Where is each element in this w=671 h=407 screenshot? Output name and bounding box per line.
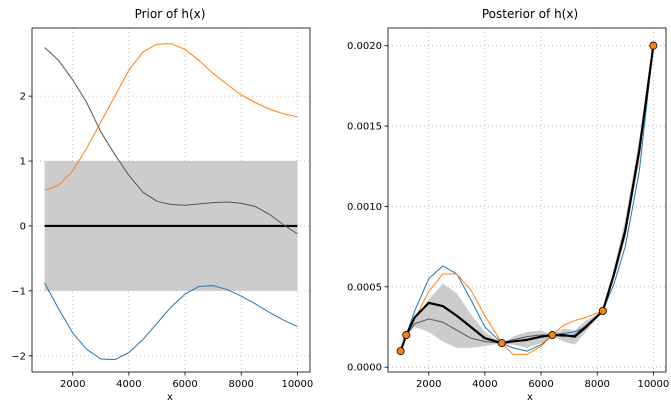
posterior-y-tick-label: 0.0015 <box>347 122 382 133</box>
posterior-observation-point <box>497 339 506 348</box>
posterior-x-tick-label: 4000 <box>472 379 497 390</box>
posterior-title: Posterior of h(x) <box>482 7 578 21</box>
posterior-plot-area <box>399 45 655 355</box>
posterior-observation-point <box>548 331 557 340</box>
posterior-x-tick-label: 6000 <box>528 379 553 390</box>
posterior-mean-line-3 <box>399 45 655 352</box>
prior-x-tick-label: 10000 <box>281 379 313 390</box>
prior-x-tick-label: 6000 <box>172 379 197 390</box>
prior-y-tick-label: 0 <box>20 221 26 232</box>
posterior-observation-point <box>396 347 405 356</box>
posterior-y-tick-label: 0.0020 <box>347 41 382 52</box>
prior-y-tick-label: −1 <box>11 286 26 297</box>
posterior-panel: Posterior of h(x) x 2000 4000 6000 8000 1000… <box>347 7 669 403</box>
posterior-y-tick-label: 0.0000 <box>347 363 382 374</box>
posterior-x-tick-label: 2000 <box>416 379 441 390</box>
prior-x-tick-label: 4000 <box>116 379 141 390</box>
prior-x-axis-label: x <box>167 392 173 403</box>
posterior-y-tick-label: 0.0005 <box>347 282 382 293</box>
prior-y-tick-label: 1 <box>20 157 26 168</box>
posterior-x-tick-label: 10000 <box>637 379 669 390</box>
prior-x-tick-label: 8000 <box>228 379 253 390</box>
prior-axes-frame <box>31 27 311 373</box>
posterior-observation-point <box>649 41 658 50</box>
prior-sample-line-2 <box>44 47 298 235</box>
prior-sample-line-1 <box>44 43 298 191</box>
posterior-y-tick-label: 0.0010 <box>347 202 382 213</box>
prior-plot-area <box>44 43 298 361</box>
posterior-x-tick-label: 8000 <box>584 379 609 390</box>
prior-title: Prior of h(x) <box>135 7 206 21</box>
posterior-observation-point <box>598 306 607 315</box>
posterior-x-axis-label: x <box>527 392 533 403</box>
posterior-sample-line-0 <box>400 45 654 352</box>
posterior-observation-point <box>402 331 411 340</box>
posterior-confidence-band <box>400 45 654 352</box>
prior-x-tick-label: 2000 <box>60 379 85 390</box>
prior-panel: Prior of h(x) x 2000 4000 6000 8000 10000 −2 −… <box>11 7 313 403</box>
prior-sample-line-3 <box>44 282 298 361</box>
prior-y-tick-label: −2 <box>11 351 26 362</box>
posterior-axes-frame <box>387 27 667 373</box>
prior-y-tick-label: 2 <box>20 92 26 103</box>
